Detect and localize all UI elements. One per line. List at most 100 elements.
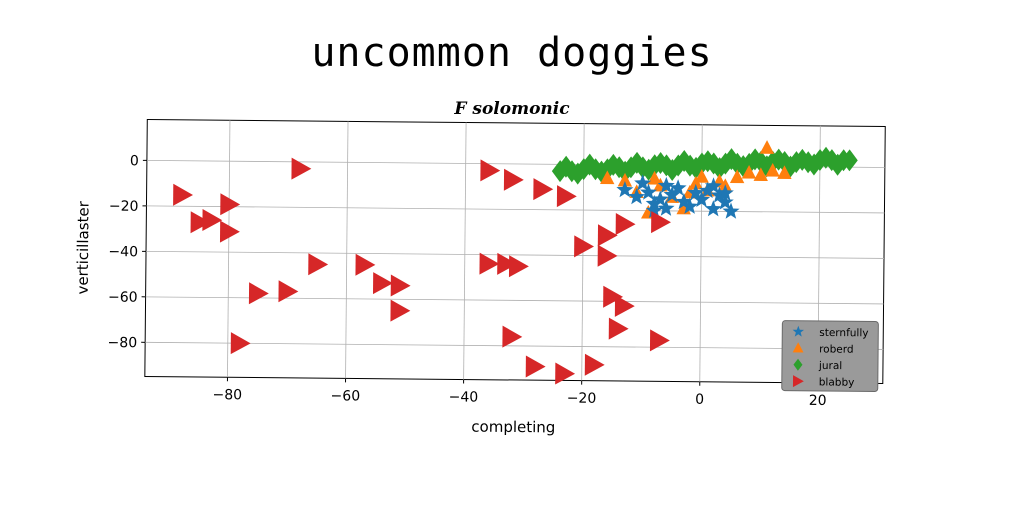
jural-point — [664, 158, 681, 181]
legend-marker-roberd — [792, 342, 804, 353]
series-jural — [551, 146, 858, 185]
sternfully-point — [628, 187, 646, 205]
jural-point — [557, 155, 575, 178]
jural-point — [675, 149, 693, 172]
blabby-point — [355, 253, 376, 276]
y-tick-label: −40 — [108, 244, 138, 260]
jural-point — [652, 152, 669, 175]
blabby-point — [308, 253, 329, 276]
legend-marker-blabby — [792, 375, 804, 388]
sternfully-point — [722, 202, 740, 219]
blabby-point — [508, 255, 529, 278]
sternfully-point — [681, 197, 699, 214]
blabby-point — [278, 280, 299, 303]
blabby-point — [480, 159, 501, 182]
x-gridline — [463, 122, 467, 380]
blabby-point — [615, 213, 636, 236]
jural-point — [640, 158, 657, 181]
legend-label-blabby: blabby — [819, 376, 855, 388]
blabby-point — [649, 329, 670, 352]
blabby-point — [556, 185, 577, 208]
blabby-point — [248, 282, 269, 305]
jural-point — [770, 148, 787, 171]
sternfully-point — [704, 177, 723, 194]
blabby-point — [555, 362, 576, 385]
blabby-point — [202, 209, 223, 232]
y-gridline — [145, 341, 884, 350]
jural-point — [628, 151, 646, 174]
jural-point — [569, 162, 587, 185]
roberd-point — [688, 175, 703, 190]
roberd-point — [647, 170, 662, 185]
sternfully-point — [645, 201, 663, 219]
y-gridline — [146, 205, 885, 214]
blabby-point — [574, 235, 594, 258]
roberd-point — [765, 162, 780, 177]
jural-point — [734, 155, 752, 178]
x-gridline — [227, 120, 231, 378]
jural-point — [723, 148, 740, 171]
y-tick-label: 0 — [130, 153, 139, 169]
roberd-point — [753, 167, 768, 182]
legend-marker-jural — [793, 358, 803, 371]
jural-point — [746, 148, 764, 171]
axis-ticks: −80 −60 −40 −20 0 20 0 −20 −40 −60 −80 — [108, 153, 827, 409]
x-gridline — [345, 121, 349, 379]
blabby-point — [497, 252, 518, 275]
roberd-point — [600, 170, 615, 185]
y-tick-label: −80 — [108, 335, 138, 351]
blabby-point — [502, 325, 523, 348]
roberd-point — [759, 140, 775, 154]
series-sternfully — [616, 174, 740, 219]
jural-point — [605, 153, 622, 176]
y-axis-label: verticillaster — [74, 200, 93, 294]
blabby-point — [584, 353, 605, 376]
chart-title: uncommon doggies — [311, 30, 713, 76]
blabby-point — [230, 332, 251, 355]
legend-box — [781, 320, 879, 392]
x-tick-label: 0 — [695, 392, 704, 408]
roberd-point — [617, 172, 633, 187]
blabby-point — [479, 252, 500, 275]
blabby-point — [533, 178, 554, 201]
x-tick-label: −40 — [449, 389, 479, 405]
jural-point — [794, 148, 811, 171]
blabby-point — [372, 272, 393, 295]
sternfully-point — [639, 183, 658, 200]
y-tick-label: −20 — [109, 199, 139, 215]
blabby-point — [597, 224, 618, 247]
data-points — [173, 140, 858, 385]
sternfully-point — [663, 185, 681, 203]
blabby-point — [390, 299, 411, 322]
blabby-point — [614, 294, 635, 317]
legend-label-jural: jural — [818, 360, 842, 372]
roberd-point — [741, 164, 757, 179]
x-axis-label: completing — [471, 418, 555, 437]
blabby-point — [597, 244, 618, 267]
sternfully-point — [698, 181, 717, 199]
sternfully-point — [687, 183, 705, 201]
blabby-point — [219, 220, 240, 243]
blabby-point — [651, 211, 671, 234]
jural-point — [581, 153, 598, 176]
blabby-point — [525, 355, 546, 378]
sternfully-point — [657, 176, 675, 194]
sternfully-point — [704, 200, 722, 217]
sternfully-point — [716, 193, 734, 210]
sternfully-point — [616, 181, 634, 198]
jural-point — [805, 153, 823, 176]
jural-point — [841, 149, 858, 172]
blabby-point — [173, 183, 193, 206]
roberd-point — [777, 165, 792, 180]
jural-point — [687, 156, 705, 179]
y-tick-label: −60 — [108, 289, 138, 305]
x-tick-label: −80 — [212, 387, 242, 403]
chart-subtitle: F solomonic — [453, 99, 570, 119]
jural-point — [593, 160, 610, 183]
blabby-point — [390, 274, 411, 297]
sternfully-point — [657, 199, 675, 216]
blabby-point — [603, 285, 624, 308]
x-tick-label: 20 — [809, 393, 827, 409]
sternfully-point — [710, 186, 728, 203]
roberd-point — [694, 169, 709, 183]
